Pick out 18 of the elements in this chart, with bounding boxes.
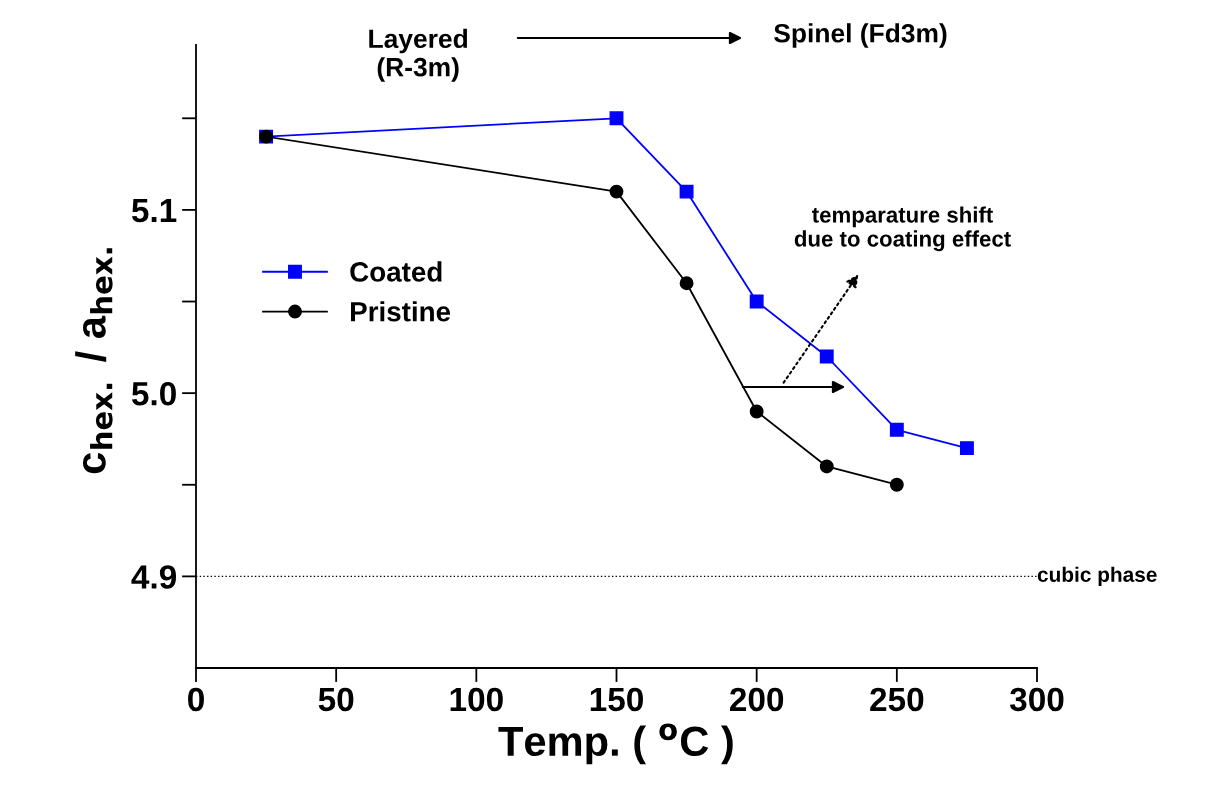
x-tick-label: 200 <box>730 687 784 712</box>
legend-label: Coated <box>350 261 442 282</box>
ref-line-label: cubic phase <box>1037 566 1157 587</box>
x-tick-label: 150 <box>590 687 643 712</box>
x-tick-label: 50 <box>318 687 354 712</box>
annotation: Layered (R-3m) <box>369 28 468 82</box>
annotation: Spinel (Fd3m) <box>774 23 947 48</box>
x-axis-title: Temp. ( $^{o}$C ) <box>498 723 733 765</box>
y-axis-title: c$_{hex.}$ / a$_{hex.}$ <box>75 248 113 474</box>
x-tick-label: 300 <box>1009 687 1064 712</box>
legend-label: Pristine <box>351 301 451 322</box>
annotation: temparature shift due to coating effect <box>794 206 1011 252</box>
y-tick-label: 4.9 <box>131 565 177 589</box>
y-tick-label: 5.1 <box>131 199 177 223</box>
x-tick-label: 100 <box>450 687 503 712</box>
y-tick-label: 5.0 <box>131 381 176 406</box>
x-tick-label: 250 <box>870 687 924 712</box>
x-tick-label: 0 <box>188 687 204 712</box>
